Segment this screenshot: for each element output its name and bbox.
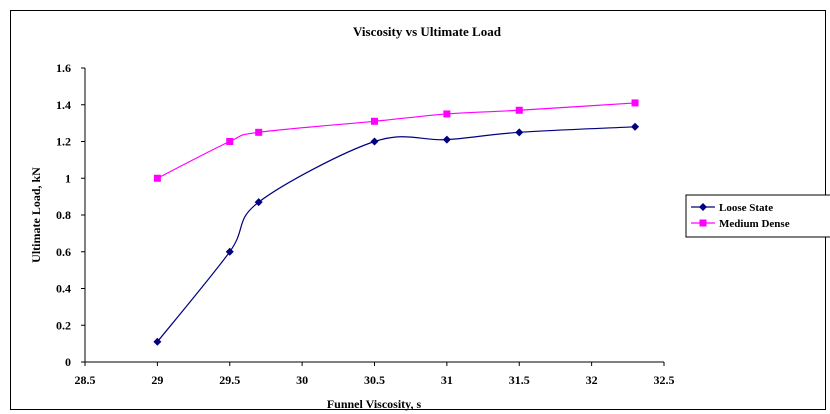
x-tick-label: 32.5	[654, 373, 675, 387]
y-tick-label: 0	[65, 355, 71, 369]
data-point-medium-dense	[371, 117, 378, 125]
y-tick-label: 1.4	[56, 98, 71, 112]
data-point-loose-state	[370, 137, 379, 146]
data-point-loose-state	[153, 337, 162, 346]
legend: Loose State Medium Dense	[685, 194, 830, 238]
x-tick-label: 29	[151, 373, 163, 387]
y-tick-label: 1.2	[56, 135, 71, 149]
y-tick-label: 0.6	[56, 245, 71, 259]
y-tick-label: 0.4	[56, 282, 71, 296]
data-point-medium-dense	[226, 138, 234, 145]
data-point-medium-dense	[631, 99, 639, 107]
data-point-loose-state	[515, 128, 524, 137]
chart-title: Viscosity vs Ultimate Load	[353, 24, 502, 39]
y-tick-label: 1	[65, 171, 71, 185]
y-tick-label: 0.8	[56, 208, 71, 222]
legend-item-loose-state: Loose State	[691, 202, 773, 214]
x-tick-label: 30	[296, 373, 308, 387]
series-medium-dense	[153, 99, 639, 182]
x-tick-label: 31	[441, 373, 453, 387]
x-tick-label: 31.5	[509, 373, 530, 387]
series-line-loose-state	[156, 126, 636, 343]
data-point-loose-state	[254, 198, 263, 207]
data-point-loose-state	[442, 135, 451, 144]
x-tick-label: 29.5	[219, 373, 240, 387]
axes	[81, 67, 665, 366]
series-layer	[153, 99, 640, 346]
legend-label-medium-dense: Medium Dense	[719, 218, 790, 230]
data-point-loose-state	[225, 247, 234, 256]
series-loose-state	[153, 122, 640, 346]
tick-labels: 0 0.2 0.4 0.6 0.8 1 1.2 1.4 1.6 28.5 29 29.5 30 30.5 3…	[56, 61, 675, 387]
data-point-medium-dense	[255, 128, 263, 136]
legend-marker-loose-state	[699, 203, 707, 211]
data-point-medium-dense	[443, 110, 451, 118]
data-point-medium-dense	[153, 174, 161, 182]
legend-box	[685, 194, 830, 238]
legend-item-medium-dense: Medium Dense	[691, 218, 790, 230]
x-tick-label: 30.5	[364, 373, 385, 387]
x-tick-label: 28.5	[75, 373, 96, 387]
y-tick-label: 0.2	[56, 318, 71, 332]
y-axis-label: Ultimate Load, kN	[29, 167, 43, 263]
y-tick-label: 1.6	[56, 61, 71, 75]
x-tick-label: 32	[586, 373, 598, 387]
data-point-loose-state	[631, 122, 640, 131]
legend-marker-medium-dense	[699, 219, 707, 227]
data-point-medium-dense	[515, 106, 523, 114]
x-axis-label: Funnel Viscosity, s	[327, 397, 422, 411]
legend-label-loose-state: Loose State	[719, 202, 773, 214]
